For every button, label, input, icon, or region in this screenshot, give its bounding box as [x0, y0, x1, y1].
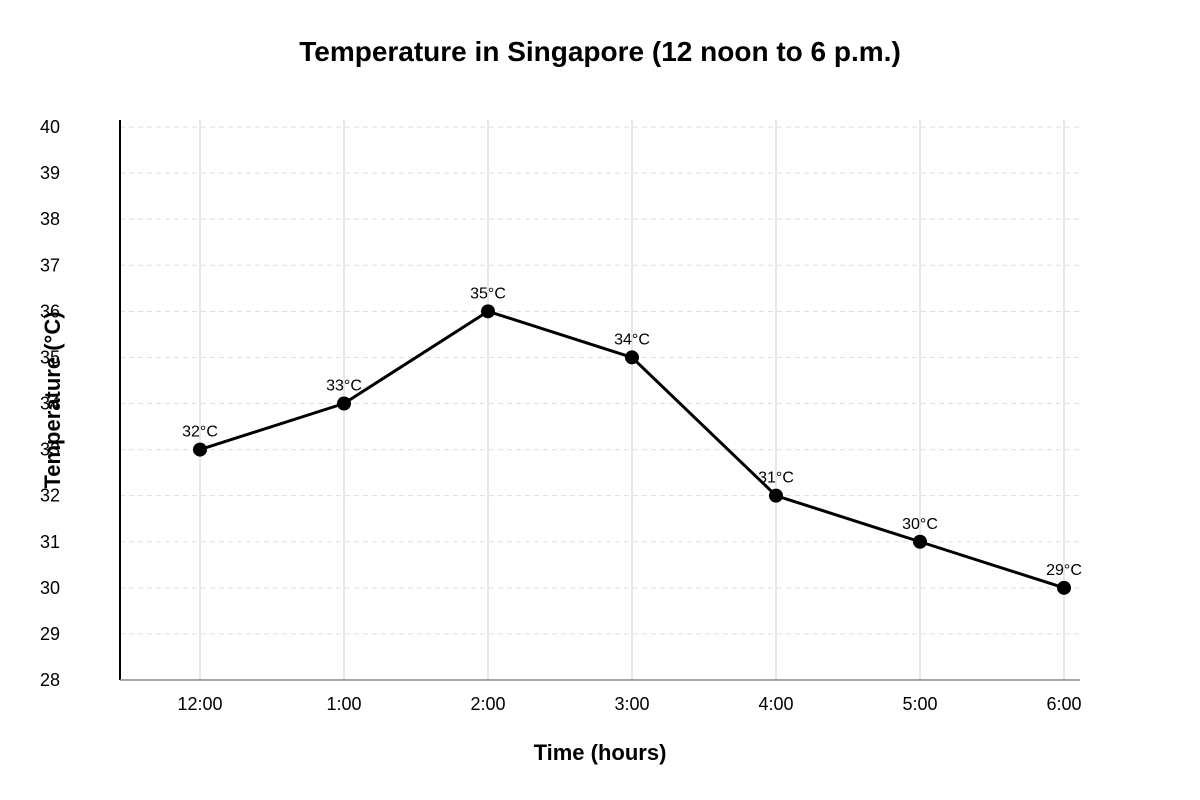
data-point — [769, 488, 783, 503]
y-tick-label: 34 — [40, 394, 60, 414]
data-label: 33°C — [326, 378, 362, 395]
data-point — [481, 304, 495, 319]
y-tick-label: 33 — [40, 440, 60, 460]
x-tick-label: 5:00 — [902, 694, 937, 714]
data-point — [913, 534, 927, 549]
data-label: 32°C — [182, 424, 218, 441]
y-tick-label: 38 — [40, 209, 60, 229]
data-labels: 32°C 33°C 35°C 34°C 31°C 30°C 29°C — [182, 285, 1082, 578]
x-tick-label: 4:00 — [758, 694, 793, 714]
x-axis-title: Time (hours) — [534, 740, 667, 765]
data-point — [1057, 580, 1071, 595]
y-tick-label: 28 — [40, 670, 60, 690]
y-tick-label: 30 — [40, 578, 60, 598]
y-tick-label: 31 — [40, 532, 60, 552]
y-tick-labels: 28 29 30 31 32 33 34 35 36 37 38 39 40 — [40, 117, 60, 690]
data-label: 30°C — [902, 516, 938, 533]
x-tick-label: 1:00 — [326, 694, 361, 714]
chart-title: Temperature in Singapore (12 noon to 6 p… — [299, 36, 901, 67]
y-tick-label: 35 — [40, 347, 60, 367]
data-label: 34°C — [614, 331, 650, 348]
x-tick-labels: 12:00 1:00 2:00 3:00 4:00 5:00 6:00 — [177, 694, 1081, 714]
y-tick-label: 40 — [40, 117, 60, 137]
x-tick-label: 6:00 — [1046, 694, 1081, 714]
y-tick-label: 32 — [40, 486, 60, 506]
data-label: 35°C — [470, 285, 506, 302]
x-tick-label: 3:00 — [614, 694, 649, 714]
data-label: 29°C — [1046, 562, 1082, 579]
y-tick-label: 39 — [40, 163, 60, 183]
y-tick-label: 36 — [40, 301, 60, 321]
grid-layer — [120, 120, 1080, 680]
y-axis-title: Temperature (°C) — [40, 311, 65, 488]
data-points — [193, 304, 1071, 595]
data-label: 31°C — [758, 470, 794, 487]
y-tick-label: 29 — [40, 624, 60, 644]
data-point — [625, 350, 639, 365]
x-tick-label: 2:00 — [470, 694, 505, 714]
data-point — [193, 442, 207, 457]
y-tick-label: 37 — [40, 255, 60, 275]
x-tick-label: 12:00 — [177, 694, 222, 714]
data-point — [337, 396, 351, 411]
